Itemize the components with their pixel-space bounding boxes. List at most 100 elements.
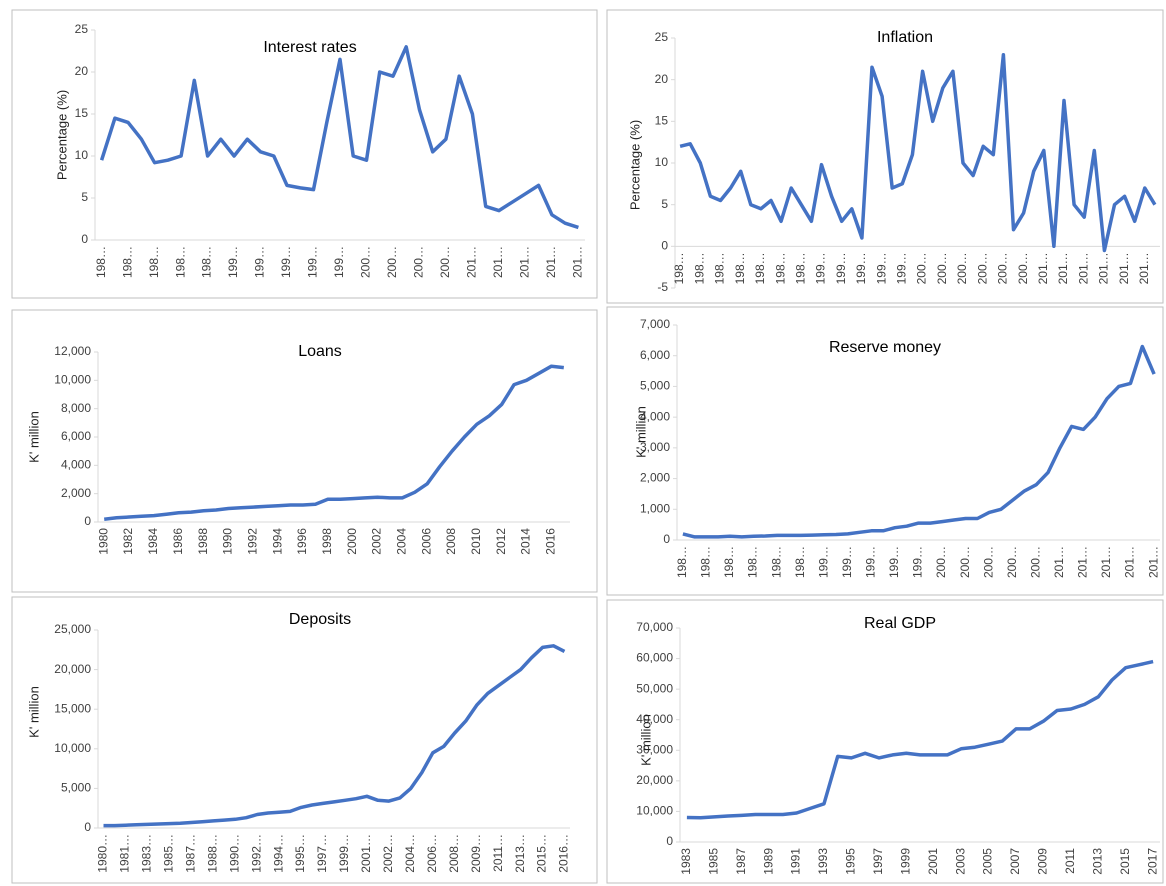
x-tick-label: 2006: [419, 528, 433, 555]
y-tick-label: 10,000: [54, 373, 91, 387]
x-tick-label: 2009…: [469, 834, 483, 873]
x-tick-label: 200…: [958, 546, 972, 578]
x-tick-label: 1980…: [96, 834, 110, 873]
x-tick-label: 2016: [544, 528, 558, 555]
x-tick-label: 198…: [793, 252, 807, 284]
x-tick-label: 198…: [94, 246, 108, 278]
x-tick-label: 2002…: [381, 834, 395, 873]
y-tick-label: 0: [666, 834, 673, 848]
x-tick-label: 200…: [935, 252, 949, 284]
x-tick-label: 2008: [444, 528, 458, 555]
x-tick-label: 1994…: [271, 834, 285, 873]
x-tick-label: 199…: [226, 246, 240, 278]
x-tick-label: 1988…: [205, 834, 219, 873]
y-axis-label: K' million: [26, 411, 41, 463]
x-tick-label: 1980: [96, 528, 110, 555]
x-tick-label: 198…: [120, 246, 134, 278]
y-tick-label: 8,000: [61, 401, 91, 415]
x-tick-label: 199…: [332, 246, 346, 278]
x-tick-label: 199…: [840, 546, 854, 578]
x-tick-label: 1984: [146, 528, 160, 555]
x-tick-label: 2006…: [425, 834, 439, 873]
data-line: [679, 52, 1157, 253]
x-tick-label: 1983…: [140, 834, 154, 873]
x-tick-label: 2014: [519, 528, 533, 555]
x-tick-label: 199…: [834, 252, 848, 284]
x-tick-label: 2013…: [513, 834, 527, 873]
x-tick-label: 2015: [1118, 848, 1132, 875]
panel-border: [11, 309, 598, 593]
y-tick-label: 5,000: [640, 379, 670, 393]
x-tick-label: 1996: [295, 528, 309, 555]
x-tick-label: 2008…: [447, 834, 461, 873]
y-tick-label: 0: [81, 232, 88, 246]
x-tick-label: 2016…: [557, 834, 571, 873]
panel-border: [606, 9, 1164, 304]
y-tick-label: 5: [661, 197, 668, 211]
x-tick-label: 198…: [692, 252, 706, 284]
x-tick-label: 201…: [1052, 546, 1066, 578]
y-axis-label: Percentage (%): [54, 90, 69, 180]
x-tick-label: 200…: [1016, 252, 1030, 284]
y-tick-label: 10,000: [636, 804, 673, 818]
y-tick-label: 6,000: [61, 429, 91, 443]
y-axis-label: K' million: [633, 406, 648, 458]
x-tick-label: 2012: [494, 528, 508, 555]
x-tick-label: 198…: [713, 252, 727, 284]
y-tick-label: 6,000: [640, 348, 670, 362]
x-tick-label: 199…: [306, 246, 320, 278]
x-tick-label: 198…: [699, 546, 713, 578]
x-tick-label: 200…: [385, 246, 399, 278]
x-tick-label: 201…: [1117, 252, 1131, 284]
data-line: [682, 344, 1156, 539]
x-tick-label: 2000: [345, 528, 359, 555]
y-tick-label: 10,000: [54, 741, 91, 755]
x-tick-label: 198…: [753, 252, 767, 284]
x-tick-label: 199…: [816, 546, 830, 578]
x-tick-label: 200…: [359, 246, 373, 278]
x-tick-label: 200…: [955, 252, 969, 284]
x-tick-label: 198…: [769, 546, 783, 578]
y-tick-label: 10: [75, 148, 89, 162]
x-tick-label: 2004…: [403, 834, 417, 873]
x-tick-label: 200…: [1005, 546, 1019, 578]
x-tick-label: 2011…: [491, 834, 505, 872]
y-tick-label: 25: [75, 22, 89, 36]
x-tick-label: 198…: [722, 546, 736, 578]
x-tick-label: 199…: [911, 546, 925, 578]
x-tick-label: 2001: [926, 848, 940, 875]
x-tick-label: 1994: [270, 528, 284, 555]
x-tick-label: 199…: [887, 546, 901, 578]
x-tick-label: 201…: [1056, 252, 1070, 284]
y-tick-label: 2,000: [640, 471, 670, 485]
x-tick-label: 1982: [121, 528, 135, 555]
x-tick-label: 1987…: [183, 834, 197, 873]
x-tick-label: 200…: [438, 246, 452, 278]
x-tick-label: 199…: [895, 252, 909, 284]
x-tick-label: 2001…: [359, 834, 373, 873]
y-tick-label: 0: [663, 532, 670, 546]
y-tick-label: 0: [84, 820, 91, 834]
chart-title: Reserve money: [829, 339, 941, 356]
x-tick-label: 201…: [1076, 252, 1090, 284]
x-tick-label: 201…: [1146, 546, 1160, 578]
x-tick-label: 198…: [773, 252, 787, 284]
x-tick-label: 1999: [898, 848, 912, 875]
y-tick-label: 0: [661, 239, 668, 253]
panel-border: [606, 599, 1164, 884]
x-tick-label: 2004: [394, 528, 408, 555]
x-tick-label: 200…: [1028, 546, 1042, 578]
panel-border: [11, 9, 598, 299]
x-tick-label: 198…: [793, 546, 807, 578]
x-tick-label: 200…: [975, 252, 989, 284]
x-tick-label: 201…: [1097, 252, 1111, 284]
y-tick-label: 30,000: [636, 742, 673, 756]
y-tick-label: 20: [75, 64, 89, 78]
x-tick-label: 1992…: [249, 834, 263, 873]
chart-title: Loans: [298, 343, 342, 360]
x-tick-label: 200…: [996, 252, 1010, 284]
y-tick-label: 15,000: [54, 701, 91, 715]
x-tick-label: 2002: [370, 528, 384, 555]
